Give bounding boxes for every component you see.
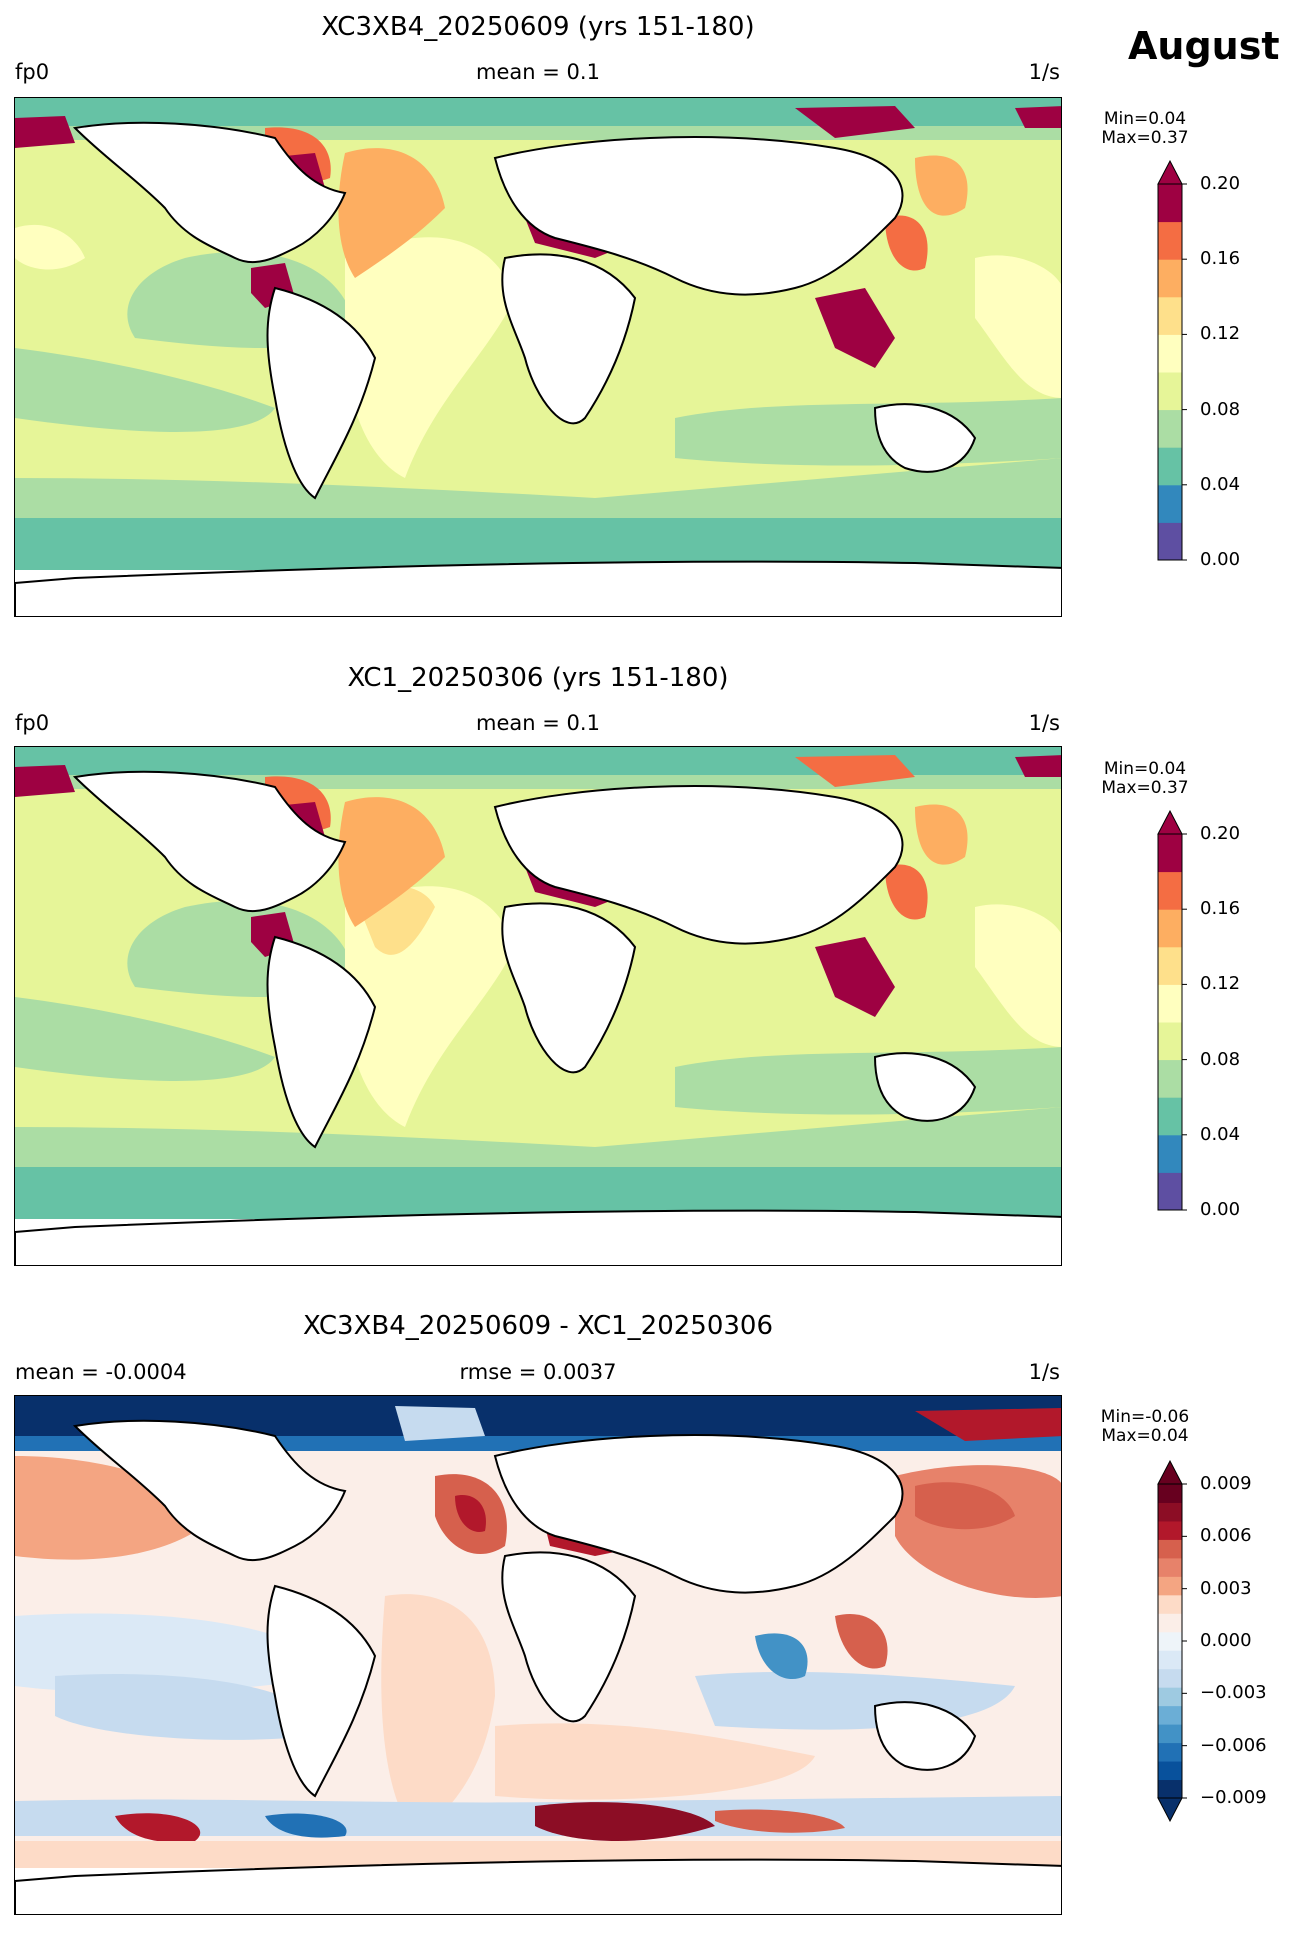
panel-1-colorbar-segment (1158, 372, 1182, 411)
panel-2-stats: Min=0.04 Max=0.37 (1101, 759, 1189, 798)
month-label: August (1128, 24, 1280, 68)
panel-2-colorbar-segment (1158, 1059, 1182, 1098)
panel-1-colorbar-segment (1158, 409, 1182, 448)
panel-2-colorbar-segment (1158, 946, 1182, 985)
panel-2-colorbar-extend-max (1157, 810, 1183, 835)
panel-1-colorbar-segment (1158, 221, 1182, 260)
panel-1-map (14, 97, 1062, 617)
panel-3-colorbar-tick-label: −0.009 (1200, 1787, 1267, 1808)
panel-2-colorbar-tick-label: 0.20 (1200, 823, 1241, 844)
panel-3-colorbar-segment (1158, 1650, 1182, 1670)
panel-3-colorbar-tick-label: 0.009 (1200, 1473, 1252, 1494)
panel-3-colorbar-segment (1158, 1631, 1182, 1651)
panel-3-colorbar-segment (1158, 1724, 1182, 1744)
panel-2-map (14, 746, 1062, 1266)
panel-3-colorbar-segment (1158, 1761, 1182, 1781)
panel-3-colorbar-segment (1158, 1668, 1182, 1688)
panel-2-colorbar-tick-label: 0.16 (1200, 898, 1241, 920)
panel-3-stats: Min=-0.06 Max=0.04 (1100, 1407, 1190, 1446)
panel-1-colorbar-segment (1158, 484, 1182, 523)
panel-1-colorbar-segment (1158, 184, 1182, 223)
panel-3-units: 1/s (1028, 1360, 1060, 1384)
panel-3-map (14, 1395, 1062, 1915)
panel-2-colorbar-segment (1158, 909, 1182, 948)
panel-3-colorbar-ticks: −0.009 −0.006 −0.003 0.000 0.003 0.006 0.009 (1192, 1460, 1282, 1822)
panel-1-map-svg (15, 98, 1061, 616)
panel-1-colorbar-tick-label: 0.20 (1200, 173, 1241, 194)
panel-2-colorbar-tick-label: 0.04 (1200, 1123, 1241, 1145)
panel-3-colorbar-segment (1158, 1557, 1182, 1577)
panel-1-colorbar-tick-label: 0.16 (1200, 248, 1241, 270)
panel-1-colorbar-tick-label: 0.08 (1200, 398, 1241, 420)
panel-2-colorbar-segment (1158, 1097, 1182, 1136)
panel-3-colorbar-segment (1158, 1594, 1182, 1614)
panel-3-map-svg (15, 1396, 1061, 1914)
panel-3-colorbar-tick-label: −0.003 (1200, 1682, 1267, 1704)
panel-3-colorbar-segment (1158, 1520, 1182, 1540)
panel-2-colorbar (1157, 810, 1187, 1211)
panel-3-colorbar-segment (1158, 1502, 1182, 1522)
panel-3-colorbar-tick-label: 0.000 (1200, 1630, 1252, 1651)
panel-3-title: XC3XB4_20250609 - XC1_20250306 (302, 1311, 773, 1341)
panel-2-mean: mean = 0.1 (476, 711, 600, 735)
panel-3-colorbar (1157, 1460, 1187, 1822)
panel-2-colorbar-tick-label: 0.08 (1200, 1048, 1241, 1070)
panel-3-colorbar-tick-label: 0.003 (1200, 1577, 1252, 1599)
panel-3-colorbar-extend-min (1157, 1797, 1183, 1822)
panel-2-map-svg (15, 747, 1061, 1265)
panel-1-colorbar (1157, 160, 1187, 561)
panel-1-variable: fp0 (15, 60, 50, 84)
panel-1-colorbar-segment (1158, 296, 1182, 335)
panel-1-colorbar-segment (1158, 334, 1182, 373)
panel-1-colorbar-tick-label: 0.04 (1200, 473, 1241, 495)
panel-3-colorbar-segment (1158, 1779, 1182, 1799)
panel-3-colorbar-segment (1158, 1539, 1182, 1559)
panel-3-colorbar-segment (1158, 1687, 1182, 1707)
panel-3-colorbar-segment (1158, 1613, 1182, 1633)
panel-2-colorbar-tick-label: 0.00 (1200, 1199, 1241, 1220)
panel-3-colorbar-segment (1158, 1576, 1182, 1596)
panel-3-colorbar-segment (1158, 1742, 1182, 1762)
panel-1-colorbar-segment (1158, 447, 1182, 486)
panel-2-colorbar-segment (1158, 1172, 1182, 1211)
panel-1-title: XC3XB4_20250609 (yrs 151-180) (321, 12, 755, 42)
panel-1-colorbar-ticks: 0.00 0.04 0.08 0.12 0.16 0.20 (1192, 160, 1272, 570)
panel-2-colorbar-segment (1158, 834, 1182, 873)
panel-1-stats: Min=0.04 Max=0.37 (1101, 109, 1189, 148)
panel-2-colorbar-ticks: 0.00 0.04 0.08 0.12 0.16 0.20 (1192, 810, 1272, 1220)
panel-2-colorbar-segment (1158, 1022, 1182, 1061)
panel-1-units: 1/s (1028, 60, 1060, 84)
panel-2-colorbar-segment (1158, 1134, 1182, 1173)
panel-2-variable: fp0 (15, 711, 50, 735)
panel-3-colorbar-extend-max (1157, 1460, 1183, 1485)
panel-3-colorbar-segment (1158, 1484, 1182, 1503)
panel-2-units: 1/s (1028, 711, 1060, 735)
panel-1-colorbar-segment (1158, 259, 1182, 298)
panel-1-mean: mean = 0.1 (476, 60, 600, 84)
panel-2-colorbar-segment (1158, 871, 1182, 910)
panel-3-rmse: rmse = 0.0037 (459, 1360, 617, 1384)
panel-1-colorbar-tick-label: 0.12 (1200, 323, 1241, 345)
panel-2-colorbar-tick-label: 0.12 (1200, 973, 1241, 995)
panel-3-mean: mean = -0.0004 (15, 1360, 187, 1384)
panel-3-colorbar-segment (1158, 1705, 1182, 1725)
panel-3-colorbar-tick-label: −0.006 (1200, 1734, 1267, 1756)
panel-2-colorbar-segment (1158, 984, 1182, 1023)
panel-2-title: XC1_20250306 (yrs 151-180) (347, 663, 729, 693)
panel-3-colorbar-tick-label: 0.006 (1200, 1525, 1252, 1547)
panel-1-colorbar-tick-label: 0.00 (1200, 549, 1241, 570)
panel-1-colorbar-extend-max (1157, 160, 1183, 185)
panel-1-colorbar-segment (1158, 522, 1182, 561)
